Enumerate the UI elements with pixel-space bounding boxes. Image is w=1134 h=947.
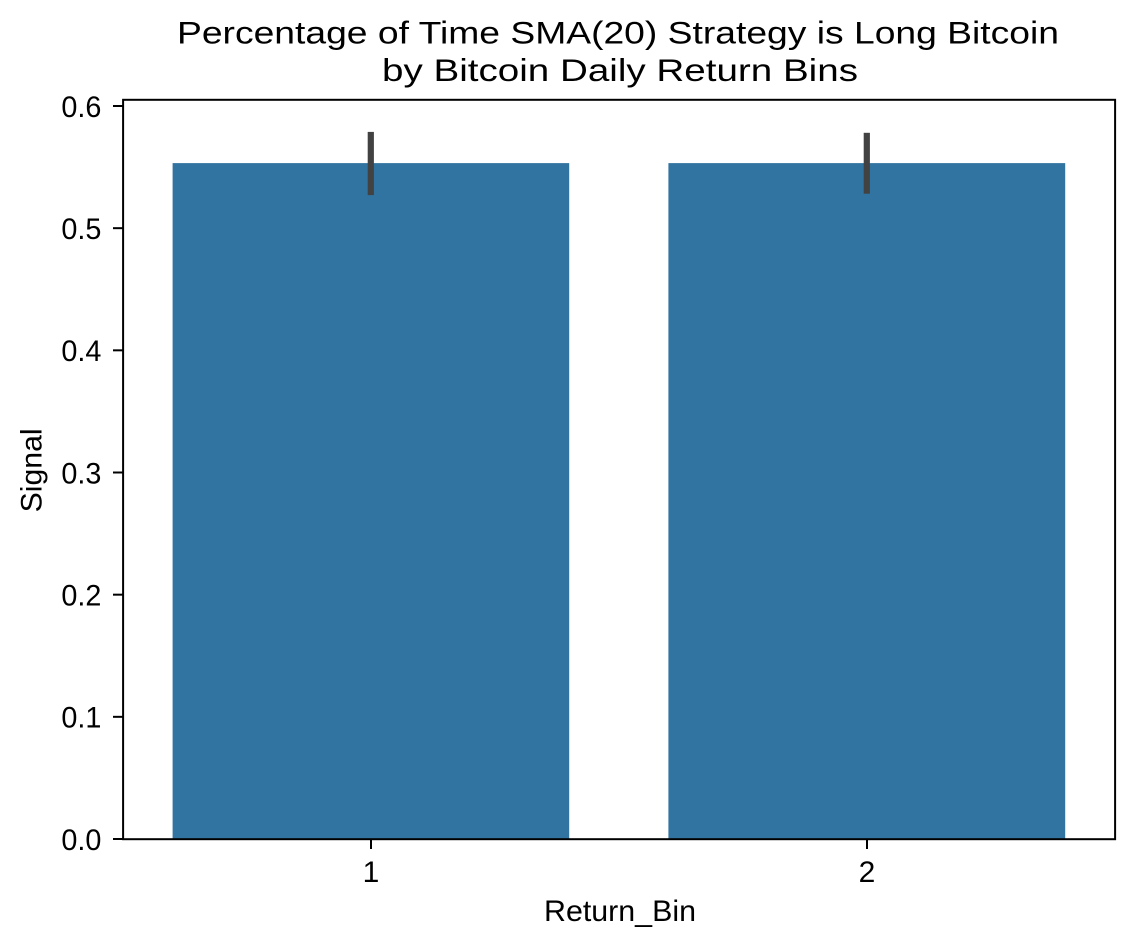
svg-text:Percentage of Time SMA(20) Str: Percentage of Time SMA(20) Strategy is L…: [177, 15, 1059, 51]
svg-text:Return_Bin: Return_Bin: [544, 895, 696, 928]
svg-text:0.5: 0.5: [61, 213, 101, 246]
svg-text:by Bitcoin Daily Return Bins: by Bitcoin Daily Return Bins: [382, 52, 858, 88]
svg-text:2: 2: [859, 856, 876, 889]
svg-text:0.0: 0.0: [61, 824, 101, 857]
svg-text:0.6: 0.6: [61, 91, 101, 124]
svg-text:1: 1: [363, 856, 380, 889]
svg-text:0.4: 0.4: [61, 335, 101, 368]
svg-text:0.1: 0.1: [61, 702, 101, 735]
svg-text:0.3: 0.3: [61, 457, 101, 490]
svg-text:Signal: Signal: [16, 428, 49, 512]
svg-text:0.2: 0.2: [61, 579, 101, 612]
